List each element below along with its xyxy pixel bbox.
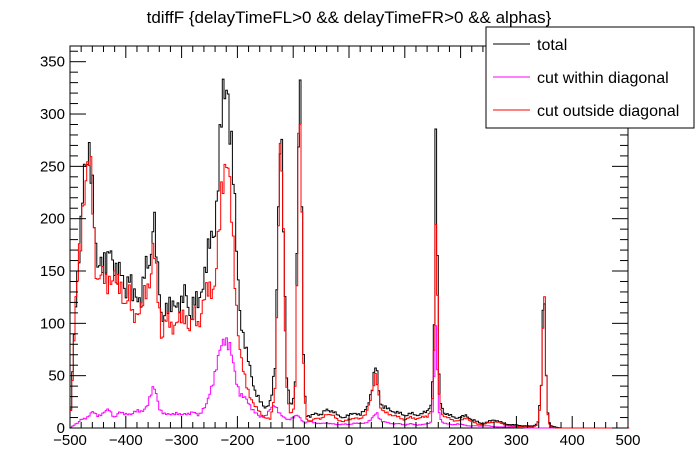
chart-title: tdiffF {delayTimeFL>0 && delayTimeFR>0 &… (147, 8, 552, 27)
y-tick-label: 300 (40, 106, 65, 123)
y-tick-label: 200 (40, 211, 65, 228)
x-tick-label: 400 (560, 432, 585, 449)
x-tick-label: −200 (221, 432, 255, 449)
x-tick-label: 500 (615, 432, 640, 449)
y-tick-label: 250 (40, 158, 65, 175)
y-tick-label: 100 (40, 315, 65, 332)
x-tick-label: 200 (448, 432, 473, 449)
y-tick-label: 0 (57, 420, 65, 437)
legend-entries: total cut within diagonal cut outside diag… (493, 37, 679, 120)
x-tick-label: 0 (345, 432, 353, 449)
legend-label: cut outside diagonal (537, 103, 679, 120)
legend-label: cut within diagonal (537, 70, 669, 87)
x-tick-label: −300 (165, 432, 199, 449)
series-total (70, 78, 630, 429)
y-tick-label: 50 (48, 368, 65, 385)
x-tick-label: 300 (504, 432, 529, 449)
x-tick-label: −400 (109, 432, 143, 449)
y-tick-label: 350 (40, 54, 65, 71)
x-tick-label: −500 (53, 432, 87, 449)
series-cut-within-diagonal (70, 325, 630, 429)
legend: total cut within diagonal cut outside diag… (485, 26, 695, 129)
y-tick-label: 150 (40, 263, 65, 280)
x-axis: −500 −400 −300 −200 −100 0 100 200 300 400 500 (53, 46, 641, 449)
y-axis: 0 50 100 150 200 250 300 350 (40, 50, 628, 437)
x-tick-label: −100 (276, 432, 310, 449)
legend-label: total (537, 37, 567, 54)
x-tick-label: 100 (392, 432, 417, 449)
